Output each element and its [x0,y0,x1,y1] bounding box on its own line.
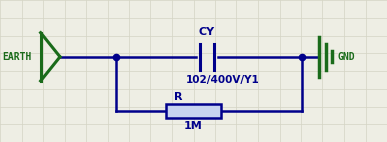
Text: 1M: 1M [184,121,203,131]
Text: EARTH: EARTH [2,52,31,62]
Text: R: R [174,92,183,102]
Text: 102/400V/Y1: 102/400V/Y1 [186,75,259,85]
Bar [166,104,221,118]
Text: CY: CY [199,27,215,37]
Text: GND: GND [338,52,356,62]
